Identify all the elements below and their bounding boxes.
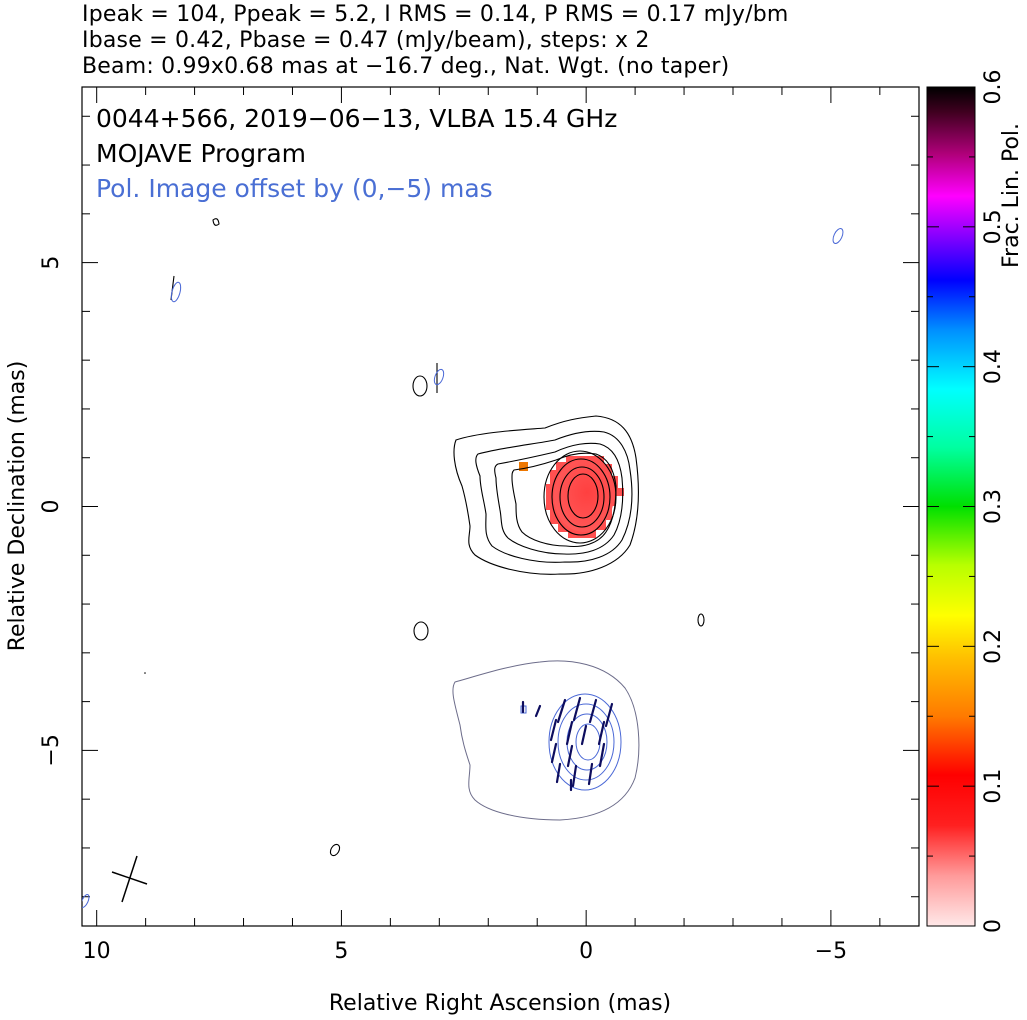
beam-cross [111, 855, 148, 903]
colorbar-ticks: 0 0.1 0.2 0.3 0.4 0.5 0.6 [927, 70, 1006, 933]
y-tick-label: 5 [39, 256, 64, 270]
header-line-2: Ibase = 0.42, Pbase = 0.47 (mJy/beam), s… [82, 28, 650, 53]
plot-frame [81, 86, 920, 927]
header-line-3: Beam: 0.99x0.68 mas at −16.7 deg., Nat. … [82, 54, 730, 79]
chart-subtitle: MOJAVE Program [96, 139, 306, 168]
pol-offset-note: Pol. Image offset by (0,−5) mas [96, 174, 493, 203]
x-tick-label: 10 [83, 939, 111, 964]
colorbar-tick-label: 0 [981, 919, 1006, 933]
header-line-1: Ipeak = 104, Ppeak = 5.2, I RMS = 0.14, … [82, 2, 789, 27]
y-tick-label: 0 [39, 500, 64, 514]
chart-title: 0044+566, 2019−06−13, VLBA 15.4 GHz [96, 104, 617, 133]
x-tick-label: 5 [334, 939, 348, 964]
pol-contours [82, 228, 844, 908]
x-tick-label: 0 [579, 939, 593, 964]
colorbar-tick-label: 0.4 [981, 349, 1006, 384]
colorbar-tick-label: 0.1 [981, 769, 1006, 804]
axis-ticks: 10 5 0 −5 −5 0 5 [39, 87, 919, 964]
x-tick-label: −5 [815, 939, 847, 964]
x-axis-label: Relative Right Ascension (mas) [329, 991, 671, 1016]
colorbar-tick-label: 0.2 [981, 629, 1006, 664]
colorbar-tick-label: 0.6 [981, 70, 1006, 105]
header-stats: Ipeak = 104, Ppeak = 5.2, I RMS = 0.14, … [82, 2, 982, 80]
y-tick-label: −5 [39, 734, 64, 766]
evpa-vectors [521, 696, 614, 792]
y-axis-label: Relative Declination (mas) [5, 361, 30, 652]
colorbar-tick-label: 0.5 [981, 209, 1006, 244]
colorbar-tick-label: 0.3 [981, 489, 1006, 524]
stokes-i-contours [170, 218, 705, 857]
colorbar-label: Frac. Lin. Pol. [999, 123, 1024, 268]
